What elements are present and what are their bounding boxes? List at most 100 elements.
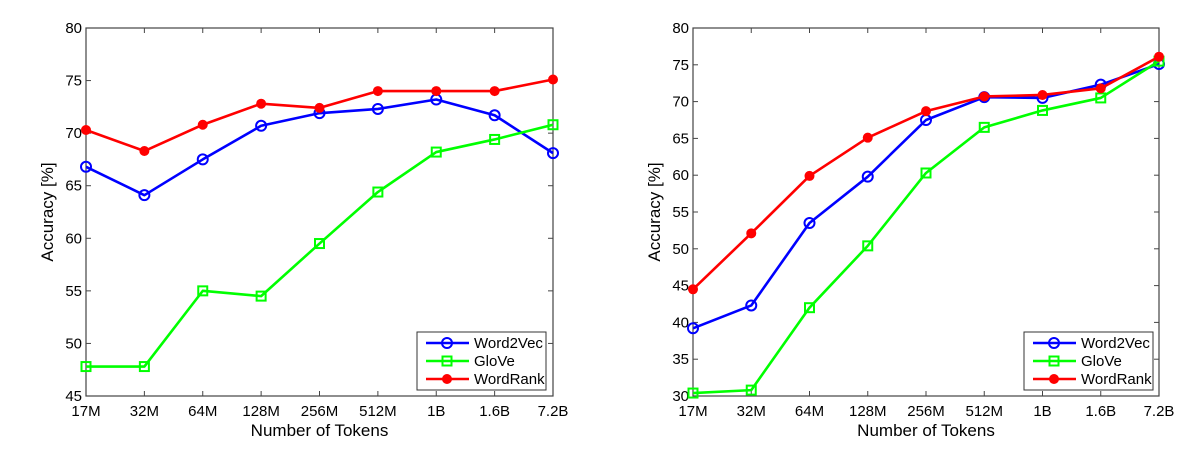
legend-label: WordRank — [1081, 371, 1152, 388]
data-point — [1037, 89, 1048, 100]
y-tick-label: 45 — [672, 278, 689, 295]
data-point — [547, 119, 559, 131]
x-tick-label: 1.6B — [479, 403, 510, 420]
data-point — [548, 74, 558, 85]
data-point — [804, 302, 815, 314]
data-point — [255, 290, 267, 302]
legend-label: GloVe — [1081, 353, 1122, 370]
series-glove — [687, 55, 1165, 399]
data-point — [1037, 104, 1048, 116]
x-tick-label: 1B — [427, 403, 445, 420]
data-point — [372, 86, 383, 97]
x-tick-label: 17M — [71, 403, 100, 420]
data-point — [862, 132, 873, 143]
legend-marker — [1048, 355, 1060, 367]
series-word2vec — [80, 93, 559, 202]
data-point — [489, 86, 500, 97]
x-tick-label: 64M — [188, 403, 217, 420]
series-word2vec — [687, 58, 1165, 335]
data-point — [921, 106, 931, 117]
data-point — [196, 153, 209, 166]
legend-marker — [1048, 337, 1060, 349]
y-tick-label: 60 — [65, 230, 82, 247]
x-axis-label: Number of Tokens — [857, 421, 995, 440]
legend-entry: GloVe — [1033, 353, 1122, 370]
data-point — [431, 86, 442, 97]
series-line — [86, 123, 554, 368]
legend-entry: Word2Vec — [1033, 335, 1150, 352]
x-tick-label: 256M — [301, 403, 339, 420]
legend-label: Word2Vec — [1081, 335, 1150, 352]
data-point — [979, 91, 990, 102]
y-tick-label: 55 — [65, 283, 82, 300]
x-tick-label: 7.2B — [1144, 403, 1175, 420]
data-point — [489, 133, 501, 145]
y-tick-label: 70 — [672, 94, 689, 111]
y-tick-label: 45 — [65, 388, 82, 405]
y-axis-label: Accuracy [%] — [38, 162, 57, 261]
data-point — [745, 299, 758, 312]
x-tick-label: 256M — [907, 403, 945, 420]
x-tick-label: 128M — [242, 403, 280, 420]
legend-marker — [442, 374, 452, 384]
data-point — [138, 361, 150, 373]
series-wordrank — [688, 51, 1164, 295]
data-point — [920, 167, 932, 179]
y-tick-label: 75 — [65, 73, 82, 90]
y-tick-label: 50 — [65, 335, 82, 352]
data-point — [81, 124, 91, 135]
data-point — [688, 284, 698, 295]
x-axis-label: Number of Tokens — [251, 421, 389, 440]
data-point — [80, 361, 92, 373]
chart-left: 45 50 55 60 65 70 75 80 17M 32M 64M 128M 256M 512M 1B 1… — [38, 20, 568, 440]
y-tick-label: 60 — [672, 167, 689, 184]
x-tick-label: 7.2B — [538, 403, 569, 420]
legend-entry: WordRank — [1033, 371, 1152, 388]
data-point — [371, 102, 384, 115]
data-point — [372, 186, 384, 198]
data-point — [488, 109, 501, 122]
x-tick-label: 512M — [359, 403, 397, 420]
series-wordrank — [81, 74, 558, 157]
x-tick-label: 17M — [678, 403, 707, 420]
data-point — [1154, 51, 1164, 62]
y-tick-label: 80 — [672, 20, 689, 37]
data-point — [430, 146, 442, 158]
data-point — [547, 147, 559, 160]
y-tick-label: 65 — [65, 178, 82, 195]
legend-entry: Word2Vec — [426, 335, 543, 352]
y-axis-label: Accuracy [%] — [645, 162, 664, 261]
data-point — [1095, 83, 1106, 94]
y-tick-label: 35 — [672, 351, 689, 368]
x-tick-label: 1.6B — [1085, 403, 1116, 420]
legend-label: Word2Vec — [474, 335, 543, 352]
x-tick-label: 64M — [795, 403, 824, 420]
data-point — [256, 98, 267, 109]
data-point — [745, 384, 757, 396]
data-point — [139, 146, 150, 157]
y-tick-label: 40 — [672, 314, 689, 331]
y-tick-label: 80 — [65, 20, 82, 37]
data-point — [861, 170, 874, 183]
data-point — [862, 240, 874, 252]
data-point — [197, 119, 208, 130]
data-point — [746, 228, 757, 239]
y-tick-label: 70 — [65, 125, 82, 142]
legend-entry: GloVe — [426, 353, 515, 370]
x-tick-label: 1B — [1033, 403, 1051, 420]
data-point — [687, 387, 699, 399]
data-point — [138, 189, 151, 202]
data-point — [978, 121, 990, 133]
series-line — [692, 62, 1160, 330]
chart-right: 30 35 40 45 50 55 60 65 70 75 80 17M 32M 64M 128M 256M 5… — [645, 20, 1174, 440]
series-line — [692, 60, 1160, 395]
data-point — [803, 217, 816, 230]
y-tick-label: 65 — [672, 130, 689, 147]
y-tick-label: 55 — [672, 204, 689, 221]
data-point — [197, 285, 209, 297]
data-point — [314, 102, 325, 113]
data-point — [314, 238, 325, 250]
